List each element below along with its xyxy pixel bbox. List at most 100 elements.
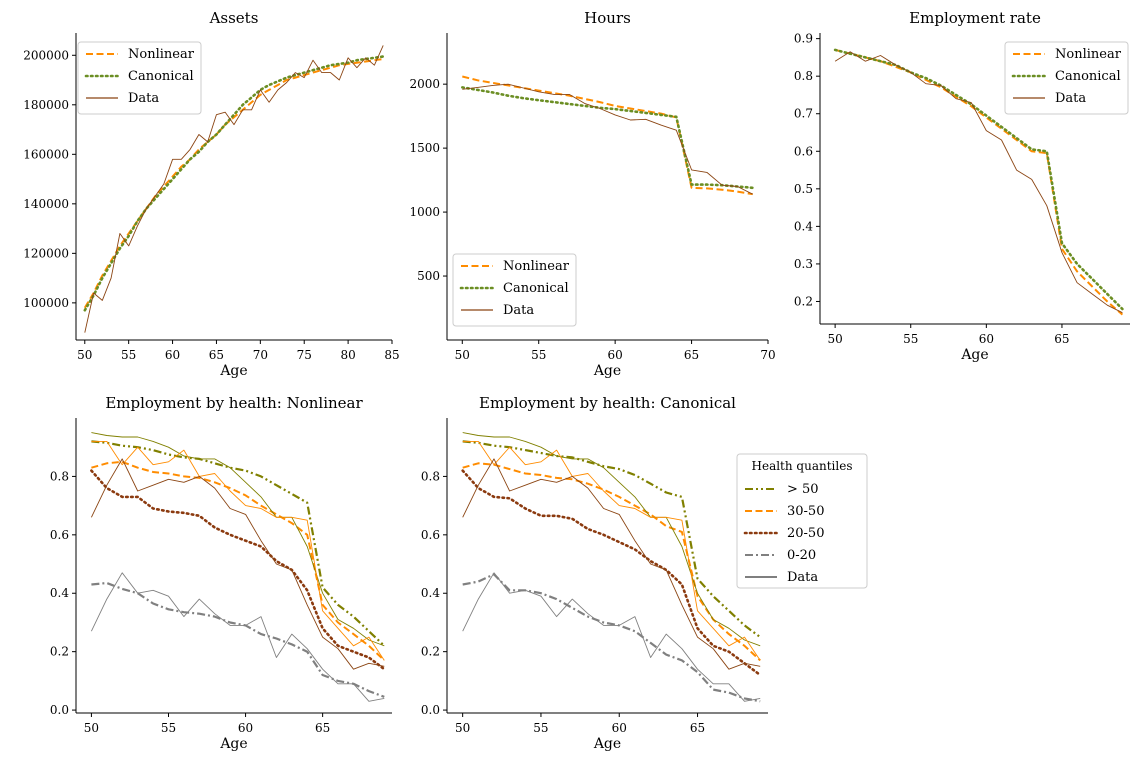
y-tick-label: 1500: [409, 141, 440, 155]
x-axis-label: Age: [219, 363, 247, 379]
series-line-20-50-data: [462, 458, 761, 670]
legend-label-data: Data: [787, 570, 818, 585]
x-tick-label: 70: [253, 348, 268, 362]
series-line-30-50: [91, 460, 385, 662]
y-tick-label: 0.2: [50, 645, 69, 659]
legend-label-canonical: Canonical: [128, 69, 194, 84]
panel-4: 50 55 60 65 0.0 0.2 0.4 0.6 0.8 Employment by hea…: [50, 394, 392, 752]
y-tick-label: 0.6: [794, 144, 813, 158]
series-line-30-50-data: [462, 440, 761, 661]
legend-label-canonical: Canonical: [1055, 69, 1121, 84]
series-line-50: [91, 440, 386, 647]
y-tick-label: 180000: [23, 98, 69, 112]
x-tick-label: 60: [612, 721, 627, 735]
x-tick-label: 65: [1054, 332, 1069, 346]
y-tick-label: 0.5: [794, 182, 813, 196]
legend-box: [1004, 41, 1129, 115]
x-tick-label: 65: [690, 721, 705, 735]
y-tick-label: 0.4: [421, 586, 440, 600]
y-tick-label: 1000: [409, 205, 440, 219]
series-line-data: [834, 51, 1123, 314]
series-line-canonical: [83, 55, 385, 312]
y-tick-label: 0.0: [50, 703, 69, 717]
y-tick-label: 200000: [23, 48, 69, 62]
legend-label-0-20: 0-20: [787, 548, 816, 563]
x-axis-label: Age: [593, 363, 621, 379]
y-tick-label: 0.8: [50, 469, 69, 483]
legend-label-nonlinear: Nonlinear: [128, 47, 195, 62]
legend-title: Health quantiles: [752, 459, 853, 473]
x-tick-label: 50: [77, 348, 92, 362]
y-tick-label: 120000: [23, 246, 69, 260]
series-line-data: [462, 83, 753, 195]
legend: Nonlinear Canonical Data: [452, 253, 577, 327]
y-tick-label: 0.9: [794, 32, 813, 46]
series-line-20-50: [90, 469, 386, 671]
chart-title: Assets: [209, 9, 259, 27]
x-axis-label: Age: [960, 347, 988, 363]
x-tick-label: 50: [455, 721, 470, 735]
x-tick-label: 60: [608, 348, 623, 362]
legend: Nonlinear Canonical Data: [1004, 41, 1129, 115]
legend-box: [77, 41, 202, 115]
legend-box: [736, 453, 868, 589]
chart-title: Employment by health: Nonlinear: [105, 394, 363, 412]
y-tick-label: 0.2: [794, 294, 813, 308]
legend-label-data: Data: [128, 91, 159, 106]
y-tick-label: 0.6: [50, 528, 69, 542]
y-tick-label: 0.3: [794, 257, 813, 271]
legend-label-data: Data: [1055, 91, 1086, 106]
x-tick-label: 55: [903, 332, 918, 346]
legend: Health quantiles > 50 30-50 20-50 0-20 Data: [736, 453, 868, 589]
y-tick-label: 0.7: [794, 107, 813, 121]
series-line-0-20-data: [462, 572, 761, 702]
legend-label-data: Data: [503, 303, 534, 318]
legend-label-canonical: Canonical: [503, 281, 569, 296]
y-tick-label: 0.8: [421, 469, 440, 483]
y-tick-label: 500: [417, 269, 440, 283]
panel-5: 50 55 60 65 0.0 0.2 0.4 0.6 0.8 Employment by hea…: [421, 394, 868, 752]
x-tick-label: 55: [533, 721, 548, 735]
x-tick-label: 70: [760, 348, 775, 362]
series-line-0-20: [91, 581, 385, 698]
chart-title: Hours: [584, 9, 631, 27]
x-tick-label: 50: [827, 332, 842, 346]
legend-label-30-50: 30-50: [787, 504, 824, 519]
series-line-nonlinear: [834, 48, 1124, 316]
series-line-30-50: [462, 462, 761, 662]
series-line-0-20-data: [90, 572, 385, 702]
series-line-30-50-data: [91, 440, 385, 661]
y-tick-label: 0.0: [421, 703, 440, 717]
y-tick-label: 160000: [23, 147, 69, 161]
x-axis-label: Age: [593, 736, 621, 752]
x-tick-label: 65: [209, 348, 224, 362]
legend-label-20-50: 20-50: [787, 526, 824, 541]
y-tick-label: 2000: [409, 77, 440, 91]
x-tick-label: 65: [684, 348, 699, 362]
x-tick-label: 60: [238, 721, 253, 735]
y-tick-label: 0.4: [50, 586, 69, 600]
legend-label-nonlinear: Nonlinear: [1055, 47, 1122, 62]
y-tick-label: 0.8: [794, 69, 813, 83]
x-tick-label: 50: [455, 348, 470, 362]
x-tick-label: 60: [165, 348, 180, 362]
legend-label-nonlinear: Nonlinear: [503, 259, 570, 274]
panel-2: 50 55 60 65 70 500 1000 1500 2000 Hours Age Nonline…: [409, 9, 775, 379]
chart-title: Employment by health: Canonical: [479, 394, 736, 412]
series-line-20-50: [461, 469, 762, 677]
x-tick-label: 80: [340, 348, 355, 362]
x-tick-label: 85: [384, 348, 399, 362]
panel-1: 50 55 60 65 70 75 80 85 100000 120000 140000 160000…: [23, 9, 399, 379]
series-line-50-data: [462, 432, 761, 647]
y-tick-label: 140000: [23, 197, 69, 211]
series-line-50: [462, 440, 761, 638]
x-tick-label: 55: [531, 348, 546, 362]
panel-3: 50 55 60 65 0.2 0.3 0.4 0.5 0.6 0.7 0.8 0.9 Employme…: [794, 9, 1130, 363]
legend: Nonlinear Canonical Data: [77, 41, 202, 115]
x-tick-label: 50: [84, 721, 99, 735]
series-line-canonical: [460, 86, 755, 190]
x-tick-label: 55: [121, 348, 136, 362]
chart-title: Employment rate: [909, 9, 1041, 27]
legend-box: [452, 253, 577, 327]
y-tick-label: 100000: [23, 296, 69, 310]
